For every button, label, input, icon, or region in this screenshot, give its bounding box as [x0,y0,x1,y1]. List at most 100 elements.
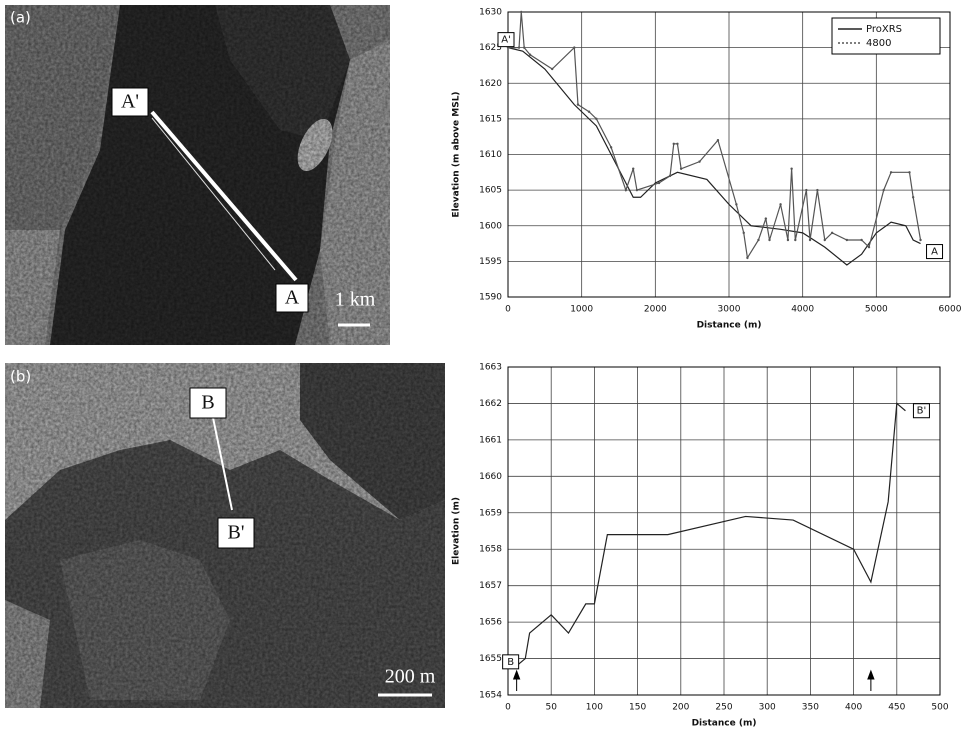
data-point [868,246,870,248]
data-point [523,46,525,48]
data-point [743,232,745,234]
x-axis-title: Distance (m) [692,719,757,729]
data-point [831,232,833,234]
data-point [577,103,579,105]
data-line [517,403,906,665]
data-point [816,189,818,191]
x-tick-label: 150 [629,703,646,713]
x-tick-label: 4000 [791,305,814,315]
photo-b: (b) B B' 200 m [5,363,445,708]
data-point [908,171,910,173]
y-tick-label: 1658 [479,545,502,555]
data-point [573,46,575,48]
data-point [787,239,789,241]
data-point [676,143,678,145]
figure: (a) A' A 1 km (b) B B' 200 m 1590 1595 160… [0,0,970,736]
y-tick-label: 1630 [479,8,502,18]
data-point [625,189,627,191]
photo-label: A' [121,91,139,113]
data-point [765,217,767,219]
data-point [746,257,748,259]
data-point [595,118,597,120]
arrow [868,671,874,691]
y-tick-label: 1660 [479,472,502,482]
data-point [757,239,759,241]
y-tick-label: 1663 [479,363,502,373]
y-tick-label: 1656 [479,618,502,628]
data-point [673,143,675,145]
data-point [860,239,862,241]
scale-label: 1 km [335,289,376,311]
data-point [518,46,520,48]
x-tick-label: 2000 [644,305,667,315]
y-tick-label: 1661 [479,435,502,445]
photo-label: B [201,392,214,414]
y-tick-label: 1662 [479,399,502,409]
y-tick-label: 1654 [479,691,502,701]
data-point [890,171,892,173]
x-tick-label: 450 [888,703,905,713]
data-point [912,196,914,198]
data-point [658,182,660,184]
data-point [779,203,781,205]
x-tick-label: 0 [505,305,511,315]
data-point [824,239,826,241]
y-tick-label: 1595 [479,257,502,267]
data-point [698,160,700,162]
y-tick-label: 1620 [479,79,502,89]
data-point [636,189,638,191]
data-point [551,68,553,70]
y-axis-title: Elevation (m) [452,497,462,565]
legend-label: ProXRS [866,24,902,35]
data-point [790,168,792,170]
scale-label: 200 m [385,666,436,688]
y-axis-title: Elevation (m above MSL) [452,91,462,217]
panel-label: (a) [10,9,31,27]
y-tick-label: 1659 [479,508,502,518]
x-tick-label: 0 [505,703,511,713]
data-point [805,189,807,191]
data-point [632,168,634,170]
x-tick-label: 350 [802,703,819,713]
data-point [717,139,719,141]
x-tick-label: 1000 [570,305,593,315]
x-tick-label: 6000 [939,305,962,315]
y-tick-label: 1610 [479,150,502,160]
data-point [669,175,671,177]
annotation: B [507,657,514,668]
x-tick-label: 500 [931,703,948,713]
annotation: B' [917,406,927,417]
photo-label: B' [228,522,245,544]
y-tick-label: 1655 [479,654,502,664]
data-point [846,239,848,241]
photo-a: (a) A' A 1 km [5,5,390,345]
y-tick-label: 1590 [479,293,502,303]
data-line [508,48,921,265]
photo-label: A [285,287,300,309]
legend-label: 4800 [866,38,891,49]
x-tick-label: 250 [715,703,732,713]
data-point [735,203,737,205]
data-point [520,11,522,13]
x-tick-label: 100 [586,703,603,713]
x-axis-title: Distance (m) [697,321,762,331]
data-point [610,146,612,148]
x-tick-label: 3000 [718,305,741,315]
arrow [514,671,520,691]
y-tick-label: 1605 [479,186,502,196]
y-tick-label: 1615 [479,114,502,124]
data-point [768,239,770,241]
annotation: A [931,247,938,258]
x-tick-label: 200 [672,703,689,713]
panel-label: (b) [10,368,31,386]
data-point [809,239,811,241]
data-point [883,189,885,191]
data-point [588,111,590,113]
x-tick-label: 400 [845,703,862,713]
annotation: A' [501,35,511,46]
x-tick-label: 5000 [865,305,888,315]
data-point [794,239,796,241]
y-tick-label: 1600 [479,221,502,231]
x-tick-label: 50 [545,703,557,713]
data-point [919,239,921,241]
